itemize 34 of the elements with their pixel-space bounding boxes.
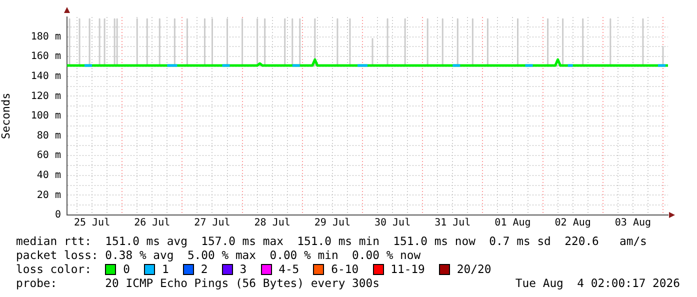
- legend-label: 3: [240, 262, 247, 276]
- y-tick-label: 100 m: [30, 110, 61, 122]
- legend-label: 4-5: [278, 262, 300, 276]
- text: Tue Aug 4 02:00:17 2026: [515, 276, 680, 290]
- x-tick-label: 28 Jul: [254, 218, 290, 229]
- x-tick-label: 31 Jul: [434, 218, 471, 229]
- y-tick-label: 0: [54, 210, 61, 221]
- y-tick-label: 160 m: [30, 51, 61, 62]
- legend-title: loss color:: [16, 262, 92, 276]
- y-tick-label: 80 m: [36, 130, 61, 142]
- legend-label: 0: [123, 262, 130, 276]
- legend-label: 2: [200, 262, 208, 276]
- x-tick-label: 26 Jul: [134, 218, 170, 229]
- legend-label: 20/20: [456, 262, 492, 276]
- text: probe: 20 ICMP Echo Pings (56 Bytes) every 300s: [16, 276, 380, 290]
- y-axis-title: Seconds: [0, 92, 12, 140]
- legend-label: 11-19: [390, 262, 425, 276]
- legend-label: 1: [162, 262, 169, 276]
- x-tick-label: 02 Aug: [554, 218, 591, 229]
- x-tick-label: 25 Jul: [74, 218, 110, 229]
- y-tick-label: 140 m: [30, 70, 61, 82]
- text: median rtt: 151.0 ms avg 157.0 ms max 151.0 ms min 151.0 ms now 0.7 ms sd 220.6 am/s: [16, 234, 647, 248]
- x-tick-label: 29 Jul: [314, 218, 351, 229]
- y-tick-label: 180 m: [30, 31, 61, 42]
- x-tick-label: 01 Aug: [494, 218, 531, 229]
- y-tick-label: 20 m: [36, 190, 61, 201]
- x-tick-label: 03 Aug: [614, 218, 652, 229]
- y-tick-label: 60 m: [36, 150, 61, 162]
- legend-label: 6-10: [331, 262, 359, 276]
- text: packet loss: 0.38 % avg 5.00 % max 0.00 % min 0.00 % now: [16, 248, 421, 262]
- x-tick-label: 30 Jul: [374, 218, 411, 229]
- y-tick-label: 40 m: [36, 170, 61, 181]
- x-tick-label: 27 Jul: [194, 218, 230, 229]
- y-tick-label: 120 m: [30, 90, 61, 102]
